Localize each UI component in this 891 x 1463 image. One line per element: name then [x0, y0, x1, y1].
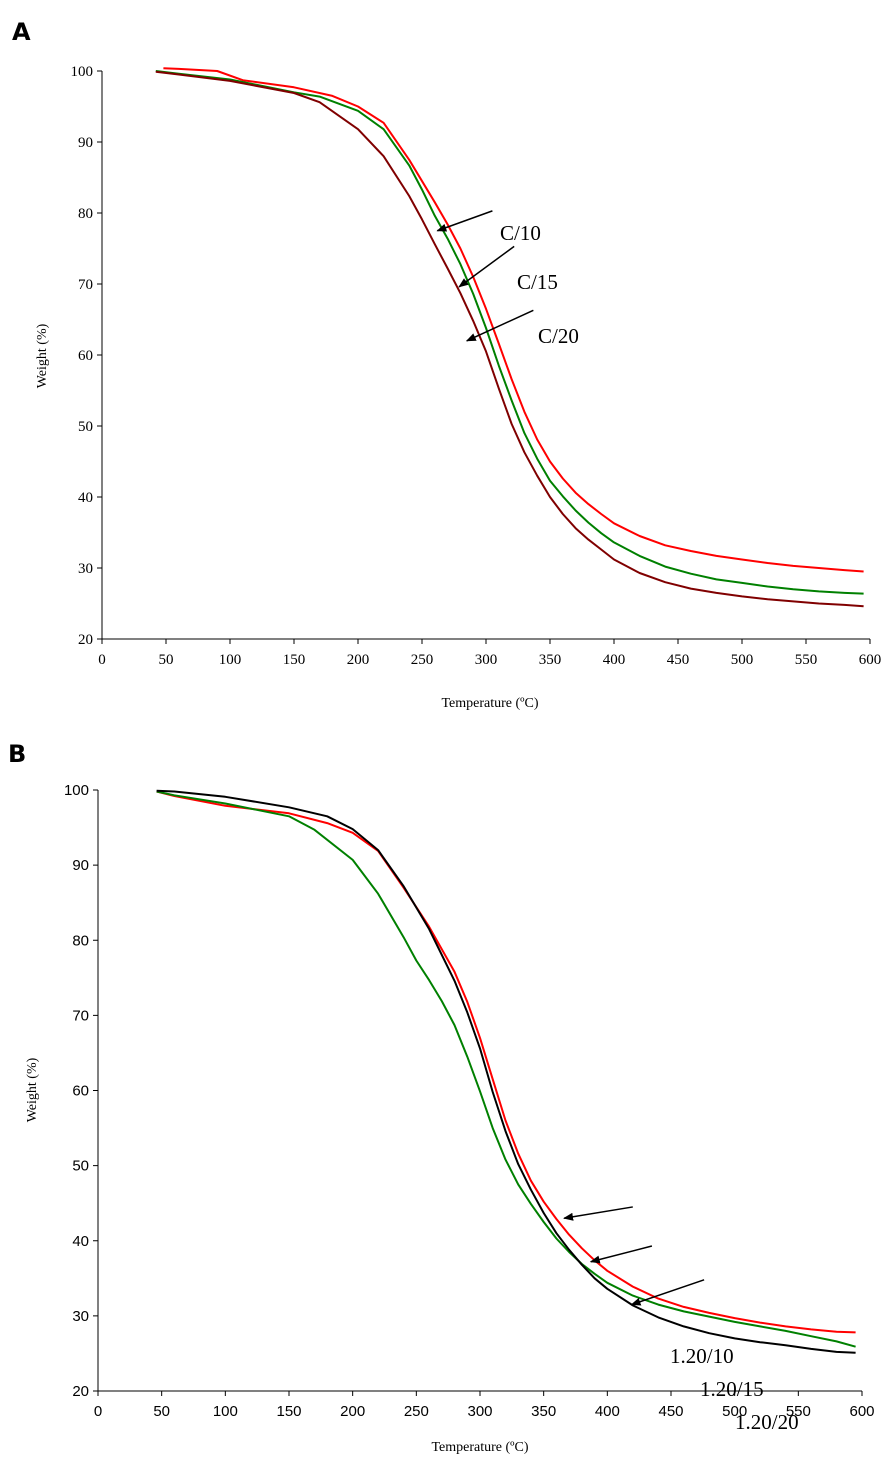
- chart-b-x-tick-label: 0: [94, 1403, 102, 1420]
- chart-a-series-line-c-15: [155, 70, 864, 595]
- chart-a: 20 30 40 50 60 70 80 90 100 0 50 100 150 200 250 300 350…: [71, 64, 882, 668]
- chart-b-annotation-arrow: [589, 1245, 653, 1264]
- chart-b-x-tick-label: 300: [467, 1403, 492, 1420]
- chart-b-y-tick-label: 50: [72, 1158, 89, 1175]
- chart-a-y-tick-label: 50: [78, 419, 93, 435]
- chart-a-y-tick-label: 20: [78, 632, 93, 648]
- chart-a-x-tick-label: 450: [667, 652, 690, 668]
- panel-b-letter: B: [8, 740, 26, 768]
- chart-a-x-tick-label: 550: [795, 652, 818, 668]
- chart-a-x-tick-label: 500: [731, 652, 754, 668]
- chart-a-x-tick-label: 0: [98, 652, 106, 668]
- chart-b-y-tick-label: 90: [72, 857, 89, 874]
- chart-b-x-axis-title: Temperature (ºC): [431, 1440, 528, 1455]
- chart-b-annotation-arrow: [563, 1206, 633, 1221]
- chart-a-x-tick-label: 50: [159, 652, 174, 668]
- chart-b-x-tick-label: 550: [786, 1403, 811, 1420]
- chart-b-y-tick-label: 40: [72, 1233, 89, 1250]
- chart-b-x-tick-label: 50: [153, 1403, 170, 1420]
- chart-b-x-tick-label: 350: [531, 1403, 556, 1420]
- chart-a-x-axis-title: Temperature (ºC): [441, 696, 538, 711]
- chart-a-y-tick-label: 80: [78, 206, 93, 222]
- chart-a-annotation-label: C/15: [517, 270, 558, 294]
- chart-a-annotation-label: C/10: [500, 221, 541, 245]
- chart-a-x-tick-label: 600: [859, 652, 882, 668]
- chart-b-annotation-arrow: [630, 1279, 705, 1306]
- chart-b-x-tick-label: 450: [658, 1403, 683, 1420]
- chart-b-annotation-label: 1.20/15: [700, 1377, 764, 1401]
- chart-b-annotation-label: 1.20/10: [670, 1344, 734, 1368]
- chart-b: 20 30 40 50 60 70 80 90 100 0 50 100 150 200 250 300 350…: [64, 782, 875, 1434]
- chart-a-annotation-arrow: [465, 309, 534, 342]
- chart-b-y-tick-label: 70: [72, 1007, 89, 1024]
- chart-b-series-line-1-20-10: [156, 790, 856, 1334]
- chart-b-x-tick-label: 100: [213, 1403, 238, 1420]
- chart-b-x-tick-label: 400: [595, 1403, 620, 1420]
- chart-a-x-tick-label: 100: [219, 652, 242, 668]
- chart-b-x-tick-label: 150: [276, 1403, 301, 1420]
- chart-a-annotation-label: C/20: [538, 324, 579, 348]
- chart-a-annotation-arrow: [436, 210, 493, 232]
- chart-a-series-line-c-20: [155, 70, 864, 608]
- chart-b-series-line-1-20-20: [156, 789, 856, 1354]
- chart-a-x-tick-label: 150: [283, 652, 306, 668]
- panel-a-letter: A: [12, 18, 31, 46]
- chart-a-x-tick-label: 350: [539, 652, 562, 668]
- chart-b-x-tick-label: 600: [849, 1403, 874, 1420]
- chart-b-y-tick-label: 60: [72, 1083, 89, 1100]
- chart-a-y-tick-label: 60: [78, 348, 93, 364]
- chart-b-y-tick-label: 20: [72, 1383, 89, 1400]
- chart-a-y-tick-label: 30: [78, 561, 93, 577]
- chart-b-series-line-1-20-15: [156, 790, 856, 1348]
- chart-a-y-tick-label: 100: [71, 64, 94, 80]
- chart-b-y-tick-label: 100: [64, 782, 89, 799]
- chart-b-y-axis-title: Weight (%): [25, 1057, 40, 1122]
- chart-a-series-line-c-10: [163, 67, 864, 573]
- chart-b-y-tick-label: 30: [72, 1308, 89, 1325]
- chart-a-x-tick-label: 200: [347, 652, 370, 668]
- chart-b-x-tick-label: 200: [340, 1403, 365, 1420]
- chart-a-y-tick-label: 70: [78, 277, 93, 293]
- chart-a-y-tick-label: 90: [78, 135, 93, 151]
- chart-b-x-tick-label: 500: [722, 1403, 747, 1420]
- chart-b-x-tick-label: 250: [404, 1403, 429, 1420]
- chart-b-y-tick-label: 80: [72, 932, 89, 949]
- chart-b-annotation-label: 1.20/20: [735, 1410, 799, 1434]
- chart-a-x-tick-label: 250: [411, 652, 434, 668]
- chart-a-annotation-arrow: [458, 245, 515, 288]
- chart-a-y-tick-label: 40: [78, 490, 93, 506]
- chart-a-y-axis-title: Weight (%): [35, 323, 50, 388]
- chart-a-x-tick-label: 400: [603, 652, 626, 668]
- chart-a-x-tick-label: 300: [475, 652, 498, 668]
